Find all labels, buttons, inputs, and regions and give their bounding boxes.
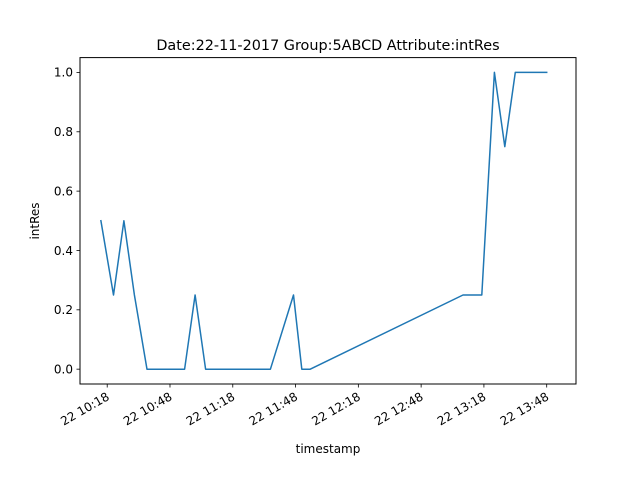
chart-title: Date:22-11-2017 Group:5ABCD Attribute:in… (156, 38, 499, 54)
axes-frame (79, 57, 577, 385)
series-layer (100, 71, 548, 370)
y-tick-label: 0.8 (54, 125, 73, 139)
x-axis-label: timestamp (296, 442, 361, 456)
y-tick-label: 0.0 (54, 362, 73, 376)
y-tick-label: 0.2 (54, 303, 73, 317)
y-axis: 0.0 0.2 0.4 0.6 0.8 1.0 (54, 66, 80, 376)
series-line (100, 71, 548, 370)
y-tick-label: 0.4 (54, 244, 73, 258)
y-tick-label: 1.0 (54, 66, 73, 80)
y-tick-label: 0.6 (54, 184, 73, 198)
y-axis-label: intRes (28, 202, 42, 239)
